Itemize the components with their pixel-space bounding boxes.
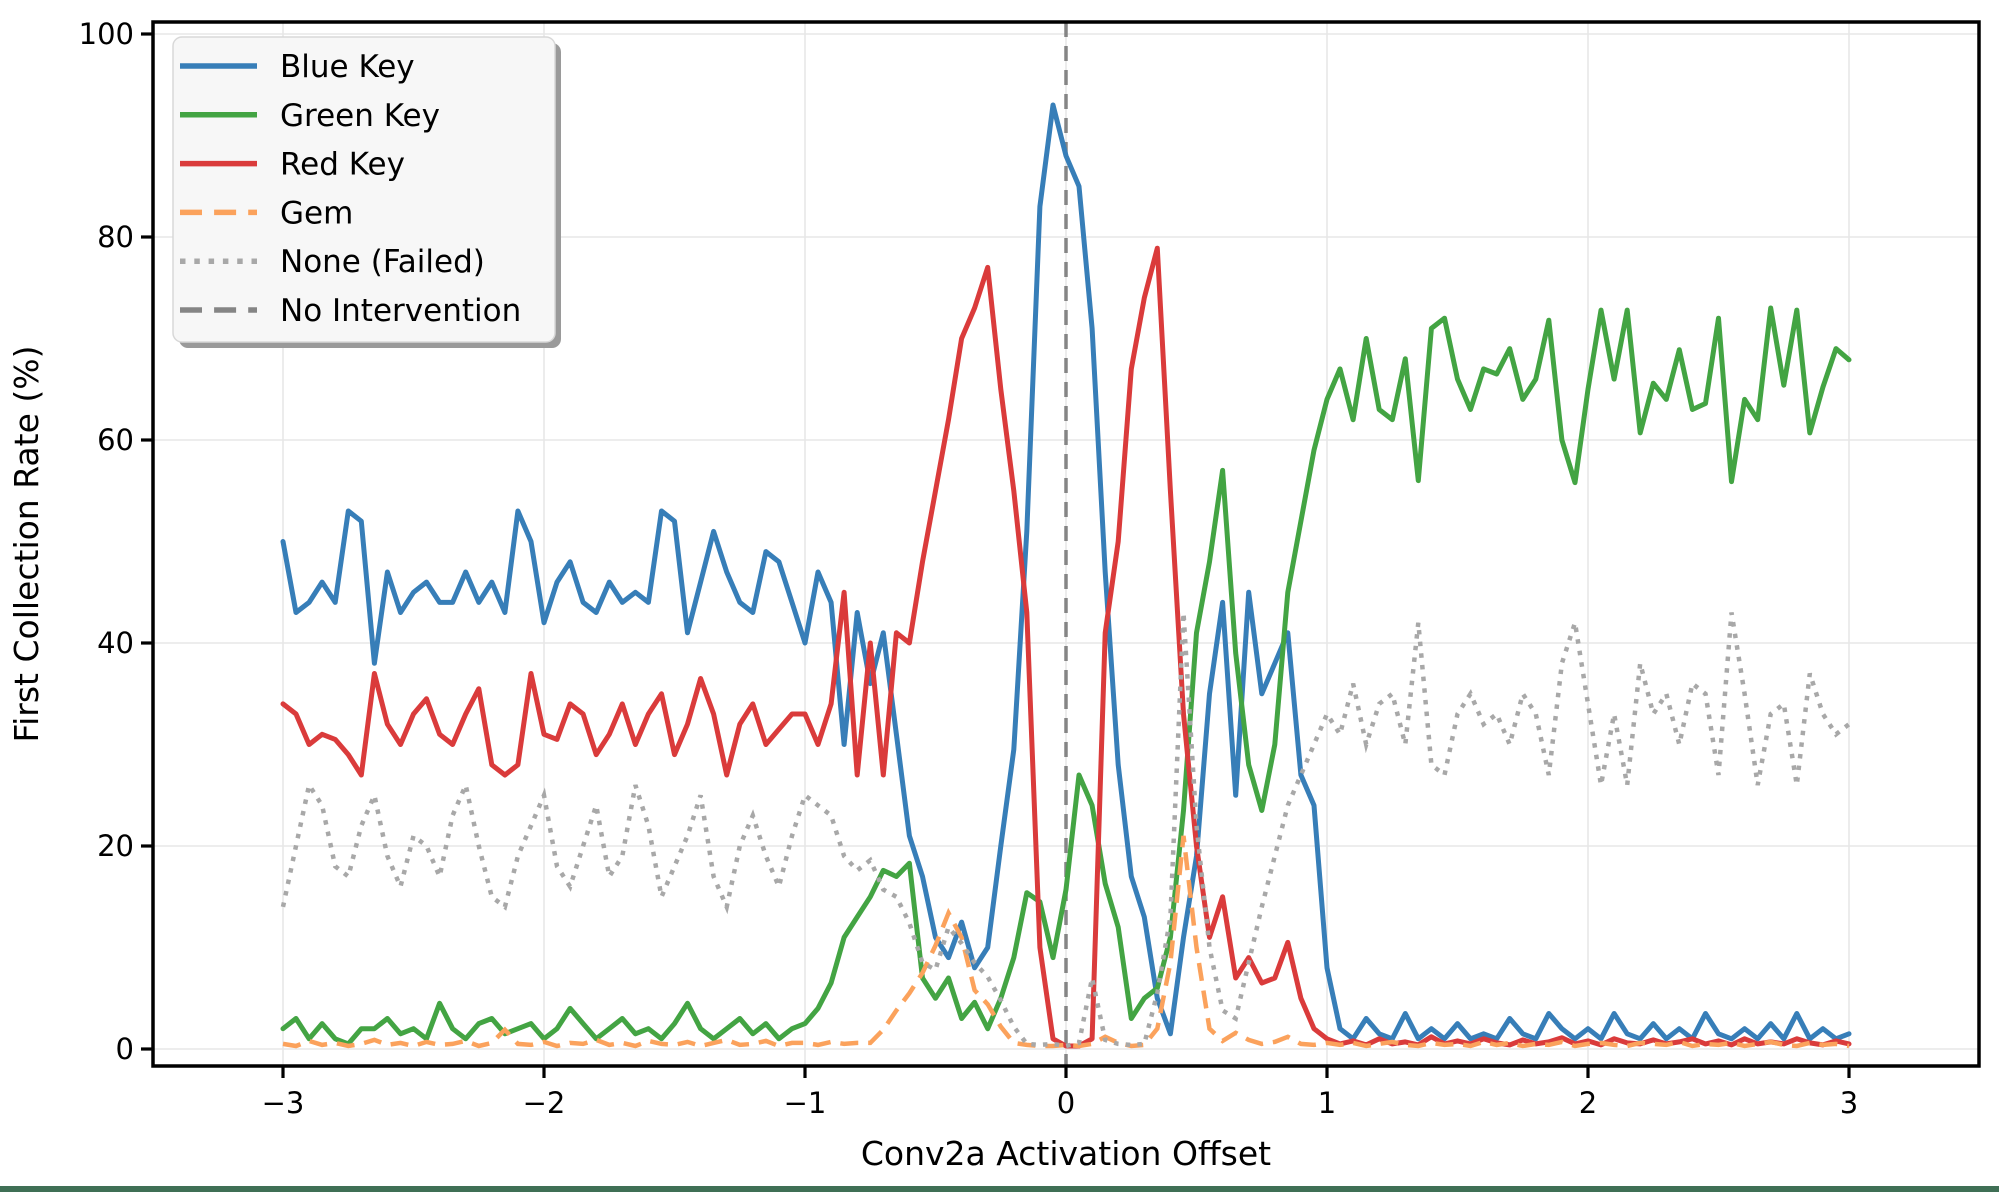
legend-item-label: Green Key xyxy=(280,98,440,134)
x-tick-label: 1 xyxy=(1318,1086,1336,1120)
series-line-blue-key xyxy=(280,102,1852,1042)
series-line-gem xyxy=(282,835,1850,1049)
y-tick-label: 80 xyxy=(97,220,134,254)
series-line-green-key xyxy=(280,305,1852,1047)
y-axis-label: First Collection Rate (%) xyxy=(7,346,46,743)
series-line-none-failed xyxy=(280,612,1851,1049)
x-tick-label: 2 xyxy=(1579,1086,1597,1120)
y-tick-label: 40 xyxy=(97,626,134,660)
series-line-red-key xyxy=(280,245,1852,1049)
legend-item-label: None (Failed) xyxy=(280,244,485,280)
x-tick-label: −2 xyxy=(523,1086,566,1120)
y-tick-label: 0 xyxy=(116,1032,134,1066)
y-tick-label: 20 xyxy=(97,829,134,863)
legend-item-label: Gem xyxy=(280,195,353,231)
x-tick-label: 0 xyxy=(1057,1086,1075,1120)
footer-accent-bar xyxy=(0,1186,1999,1192)
y-tick-label: 60 xyxy=(97,423,134,457)
x-tick-label: −3 xyxy=(262,1086,305,1120)
legend-item-label: Blue Key xyxy=(280,49,415,85)
legend-item-label: No Intervention xyxy=(280,293,521,329)
x-tick-label: −1 xyxy=(784,1086,827,1120)
x-axis-label: Conv2a Activation Offset xyxy=(861,1134,1271,1173)
legend-box xyxy=(172,36,556,343)
y-tick-label: 100 xyxy=(79,17,134,51)
legend-item-label: Red Key xyxy=(280,147,405,183)
x-tick-label: 3 xyxy=(1840,1086,1858,1120)
